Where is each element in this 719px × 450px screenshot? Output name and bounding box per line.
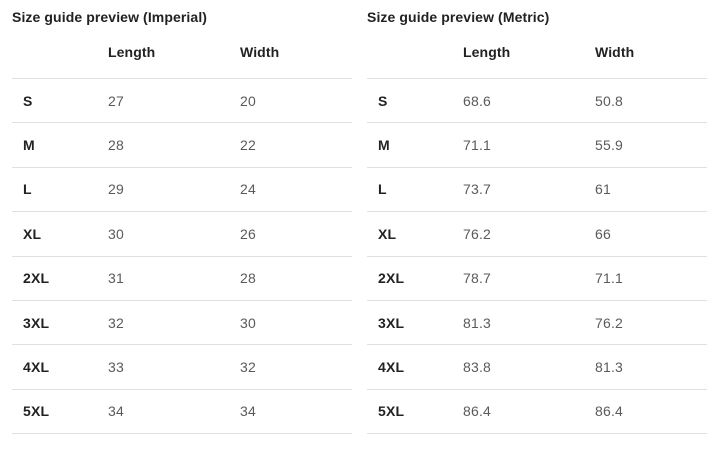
size-label: S xyxy=(23,92,33,109)
length-value: 32 xyxy=(108,314,124,331)
table-row: 4XL 83.8 81.3 xyxy=(367,344,707,389)
length-value: 31 xyxy=(108,270,124,287)
panel-title-metric: Size guide preview (Metric) xyxy=(367,9,550,25)
width-value: 24 xyxy=(240,181,256,198)
length-value: 27 xyxy=(108,92,124,109)
length-value: 81.3 xyxy=(463,314,492,331)
column-header-width: Width xyxy=(595,44,635,60)
table-row: XL 30 26 xyxy=(12,211,352,256)
width-value: 86.4 xyxy=(595,403,624,420)
width-value: 32 xyxy=(240,359,256,376)
size-label: S xyxy=(378,92,388,109)
panel-title-imperial: Size guide preview (Imperial) xyxy=(12,9,208,25)
table-row: XL 76.2 66 xyxy=(367,211,707,256)
size-table-metric: Length Width S 68.6 50.8 M 71.1 55.9 L 73.7 61 XL… xyxy=(367,26,707,434)
size-label: 3XL xyxy=(378,314,405,331)
length-value: 34 xyxy=(108,403,124,420)
length-value: 33 xyxy=(108,359,124,376)
width-value: 76.2 xyxy=(595,314,624,331)
length-value: 28 xyxy=(108,137,124,154)
width-value: 55.9 xyxy=(595,137,624,154)
width-value: 34 xyxy=(240,403,256,420)
size-label: L xyxy=(23,181,32,198)
width-value: 20 xyxy=(240,92,256,109)
table-row: 4XL 33 32 xyxy=(12,344,352,389)
table-row: L 73.7 61 xyxy=(367,167,707,211)
size-label: M xyxy=(23,137,35,154)
width-value: 71.1 xyxy=(595,270,624,287)
size-label: 2XL xyxy=(378,270,405,287)
width-value: 66 xyxy=(595,225,611,242)
size-guide-panel-imperial: Size guide preview (Imperial) Length Wid… xyxy=(12,9,352,450)
width-value: 50.8 xyxy=(595,92,624,109)
table-row: M 71.1 55.9 xyxy=(367,122,707,167)
table-row: 5XL 34 34 xyxy=(12,389,352,434)
length-value: 30 xyxy=(108,225,124,242)
table-row: 2XL 31 28 xyxy=(12,256,352,300)
width-value: 81.3 xyxy=(595,359,624,376)
size-label: 5XL xyxy=(378,403,405,420)
length-value: 83.8 xyxy=(463,359,492,376)
table-row: 2XL 78.7 71.1 xyxy=(367,256,707,300)
length-value: 86.4 xyxy=(463,403,492,420)
width-value: 28 xyxy=(240,270,256,287)
column-header-length: Length xyxy=(463,44,511,60)
length-value: 73.7 xyxy=(463,181,492,198)
length-value: 78.7 xyxy=(463,270,492,287)
size-label: 4XL xyxy=(378,359,405,376)
width-value: 30 xyxy=(240,314,256,331)
width-value: 61 xyxy=(595,181,611,198)
table-row: 3XL 81.3 76.2 xyxy=(367,300,707,344)
size-label: XL xyxy=(23,225,42,242)
length-value: 76.2 xyxy=(463,225,492,242)
length-value: 68.6 xyxy=(463,92,492,109)
size-guide-panel-metric: Size guide preview (Metric) Length Width… xyxy=(367,9,707,450)
table-row: L 29 24 xyxy=(12,167,352,211)
size-label: 4XL xyxy=(23,359,50,376)
table-row: S 27 20 xyxy=(12,78,352,123)
size-label: M xyxy=(378,137,390,154)
length-value: 71.1 xyxy=(463,137,492,154)
size-label: L xyxy=(378,181,387,198)
width-value: 26 xyxy=(240,225,256,242)
size-label: 5XL xyxy=(23,403,50,420)
width-value: 22 xyxy=(240,137,256,154)
table-row: M 28 22 xyxy=(12,122,352,167)
column-header-length: Length xyxy=(108,44,156,60)
table-row: 3XL 32 30 xyxy=(12,300,352,344)
column-header-width: Width xyxy=(240,44,280,60)
table-row: S 68.6 50.8 xyxy=(367,78,707,123)
column-header-size xyxy=(367,26,463,79)
table-row: 5XL 86.4 86.4 xyxy=(367,389,707,434)
column-header-size xyxy=(12,26,108,79)
size-label: 3XL xyxy=(23,314,50,331)
length-value: 29 xyxy=(108,181,124,198)
size-label: 2XL xyxy=(23,270,50,287)
header-row: Length Width xyxy=(367,26,707,79)
size-table-imperial: Length Width S 27 20 M 28 22 L 29 24 XL 30 26 2XL 31 2… xyxy=(12,26,352,434)
size-label: XL xyxy=(378,225,397,242)
header-row: Length Width xyxy=(12,26,352,79)
